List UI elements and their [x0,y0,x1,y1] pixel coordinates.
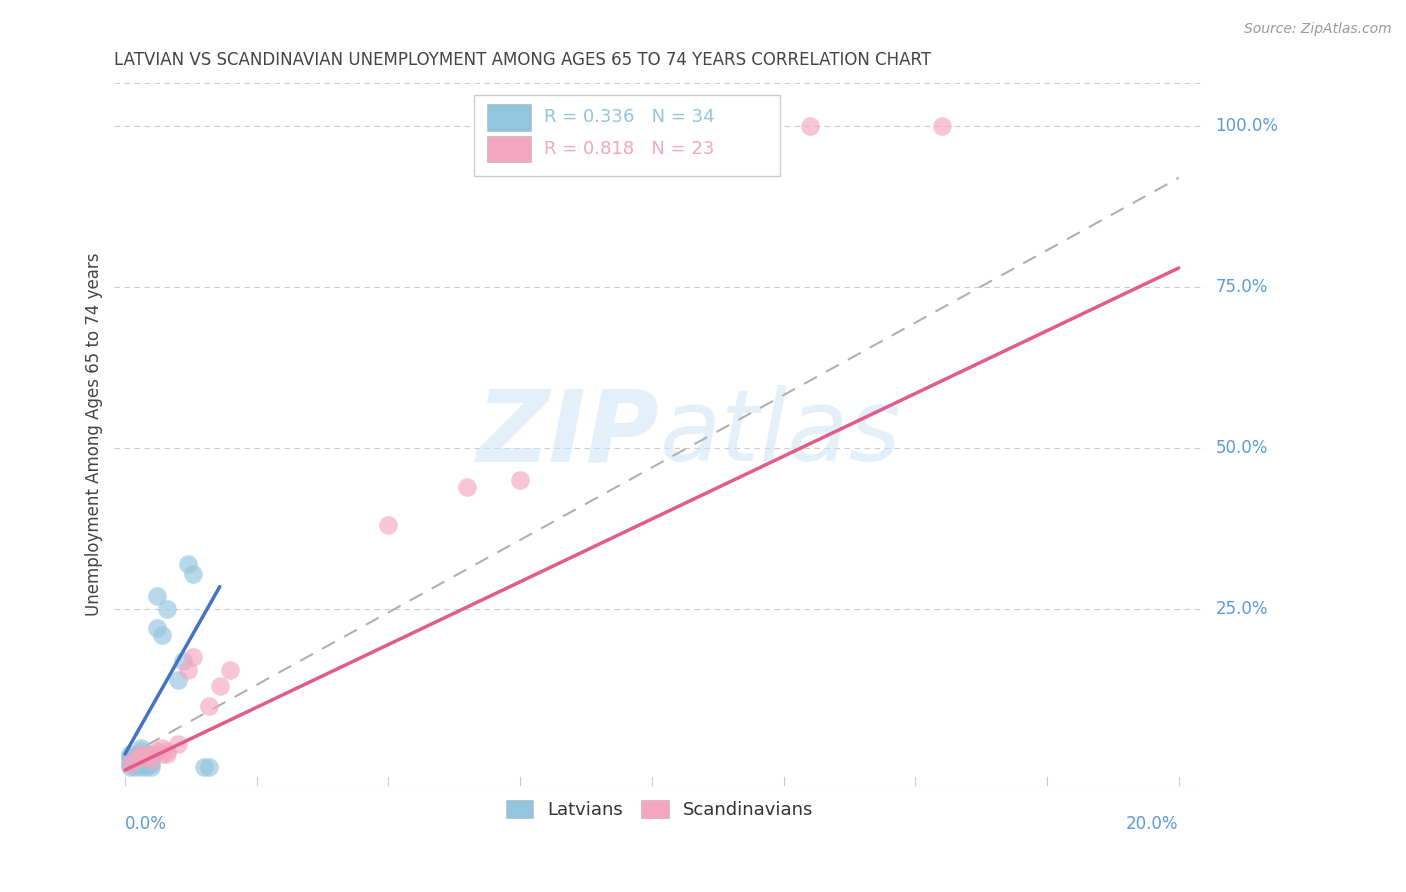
Point [172,654,194,668]
Text: R = 0.336   N = 34: R = 0.336 N = 34 [544,108,714,127]
Point [135,756,157,771]
Point [377,518,399,533]
Legend: Latvians, Scandinavians: Latvians, Scandinavians [499,793,821,827]
Point [129,744,152,758]
FancyBboxPatch shape [488,103,531,131]
Point [193,760,215,774]
Point [135,760,157,774]
Text: 0.0%: 0.0% [125,815,167,833]
Point [141,756,163,771]
Point [129,756,152,771]
Point [141,753,163,767]
Point [129,747,152,761]
Point [129,747,152,761]
Point [120,756,142,771]
Point [120,747,142,761]
Point [166,737,188,751]
Point [129,760,152,774]
Point [150,628,173,642]
Point [124,750,146,764]
Point [141,760,163,774]
Point [145,589,167,603]
Point [208,680,231,694]
Point [177,663,200,677]
Point [124,760,146,774]
Point [120,750,142,764]
Point [120,760,142,774]
FancyBboxPatch shape [474,95,780,177]
Point [150,740,173,755]
Point [145,744,167,758]
Text: 50.0%: 50.0% [1216,439,1268,458]
Point [183,566,205,581]
Point [135,747,157,761]
Point [177,557,200,571]
Text: Source: ZipAtlas.com: Source: ZipAtlas.com [1244,22,1392,37]
Text: R = 0.818   N = 23: R = 0.818 N = 23 [544,140,714,158]
Text: 100.0%: 100.0% [1216,118,1278,136]
Point [135,753,157,767]
Point [135,750,157,764]
Text: LATVIAN VS SCANDINAVIAN UNEMPLOYMENT AMONG AGES 65 TO 74 YEARS CORRELATION CHART: LATVIAN VS SCANDINAVIAN UNEMPLOYMENT AMO… [114,51,932,69]
Point [124,756,146,771]
Point [124,753,146,767]
Point [799,120,821,134]
Point [509,474,531,488]
Point [141,747,163,761]
FancyBboxPatch shape [488,136,531,162]
Point [120,753,142,767]
Text: ZIP: ZIP [477,385,659,483]
Point [145,622,167,636]
Point [129,753,152,767]
Point [156,744,179,758]
Point [129,750,152,764]
Point [129,740,152,755]
Point [198,698,221,713]
Point [124,753,146,767]
Point [156,602,179,616]
Text: 75.0%: 75.0% [1216,278,1268,296]
Y-axis label: Unemployment Among Ages 65 to 74 years: Unemployment Among Ages 65 to 74 years [86,252,103,615]
Text: atlas: atlas [659,385,901,483]
Point [156,747,179,761]
Point [456,480,478,494]
Point [219,663,242,677]
Point [135,750,157,764]
Point [150,747,173,761]
Point [183,650,205,665]
Point [120,756,142,771]
Point [141,753,163,767]
Point [931,120,953,134]
Point [198,760,221,774]
Point [129,750,152,764]
Text: 25.0%: 25.0% [1216,600,1268,618]
Point [166,673,188,687]
Text: 20.0%: 20.0% [1126,815,1178,833]
